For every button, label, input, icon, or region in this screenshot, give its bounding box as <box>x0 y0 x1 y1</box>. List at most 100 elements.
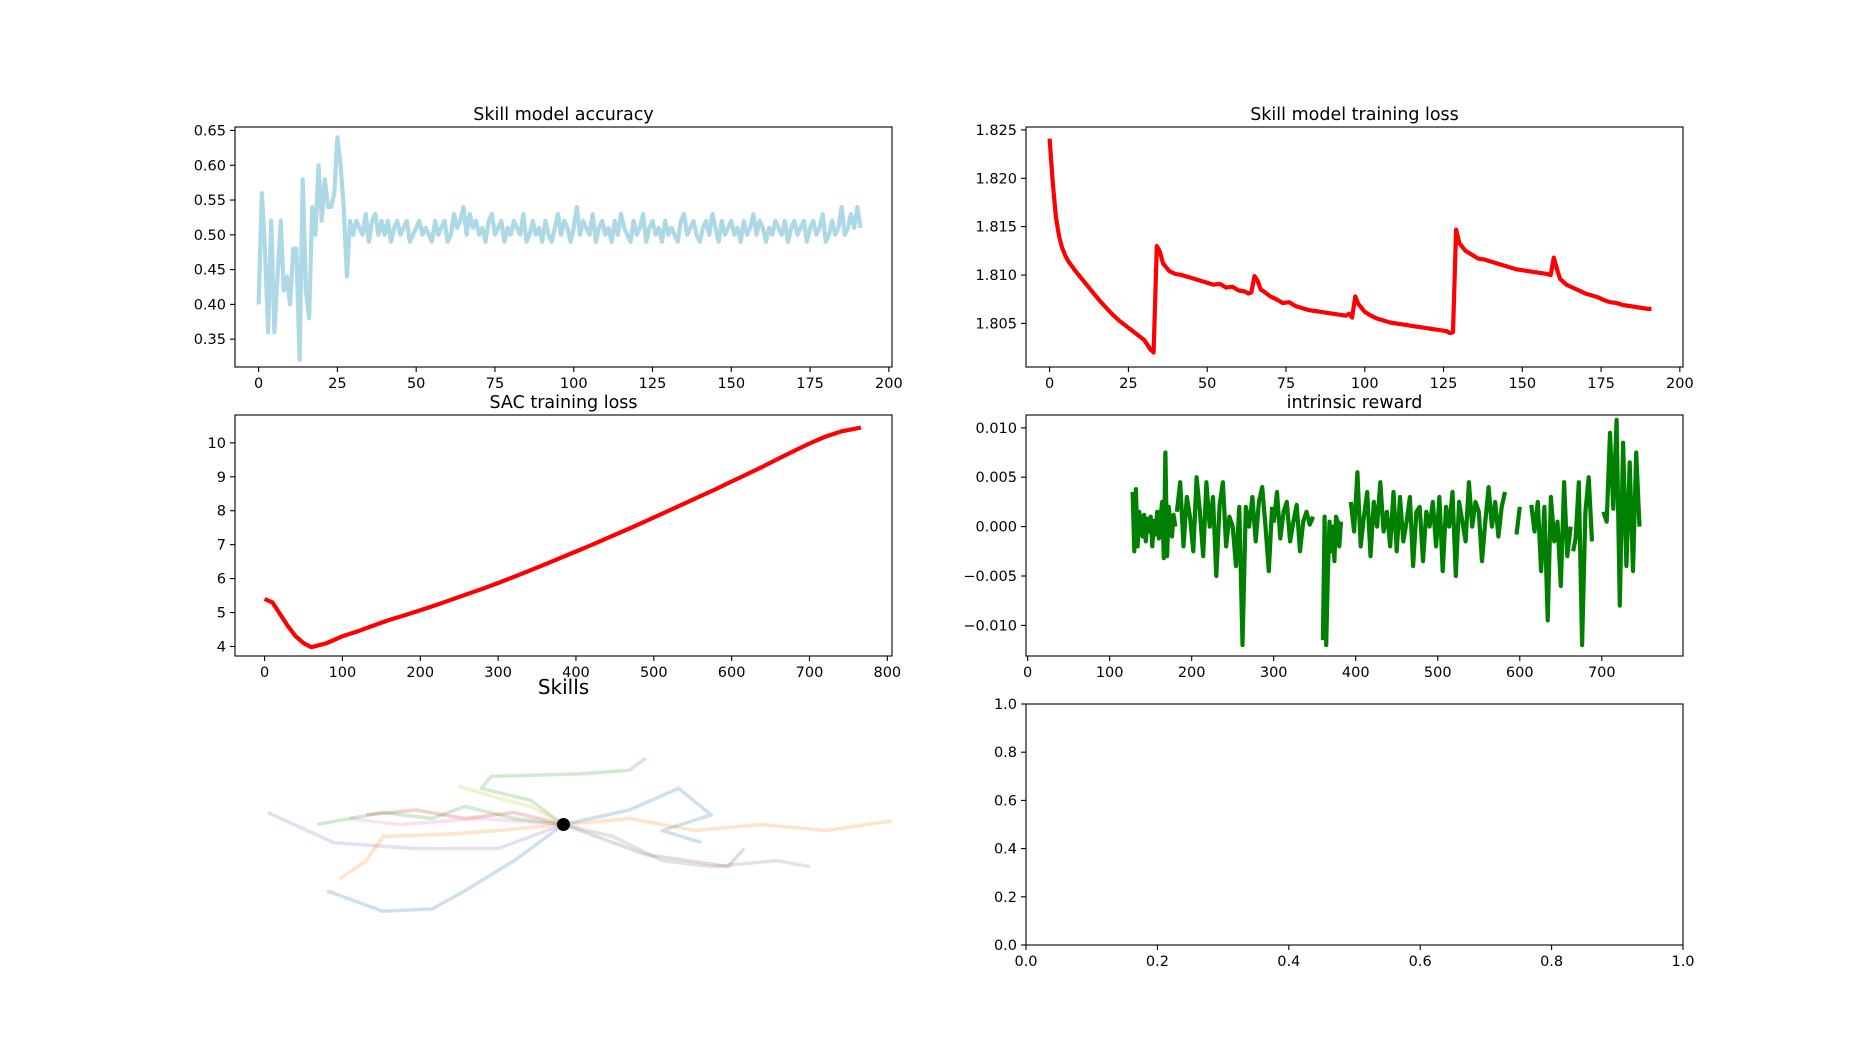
chart-title-sl: Skill model training loss <box>1250 105 1459 125</box>
x-tick-label-ir: 200 <box>1178 665 1206 681</box>
chart-title-acc: Skill model accuracy <box>473 105 653 125</box>
y-tick-label-empty: 0.8 <box>994 745 1017 761</box>
series-line-skill-12 <box>457 784 565 827</box>
x-tick-label-sl: 125 <box>1430 376 1458 392</box>
x-tick-label-acc: 125 <box>639 376 667 392</box>
y-tick-label-empty: 1.0 <box>994 697 1017 713</box>
y-tick-label-acc: 0.35 <box>194 332 226 348</box>
x-tick-label-sl: 175 <box>1587 376 1615 392</box>
chart-panel-skills: Skills <box>267 675 893 914</box>
y-tick-label-ir: 0.010 <box>975 421 1017 437</box>
y-tick-label-empty: 0.0 <box>994 938 1017 954</box>
y-tick-label-ir: 0.005 <box>975 470 1017 486</box>
x-tick-label-empty: 0.0 <box>1014 954 1037 970</box>
axes-frame-sac <box>234 414 893 657</box>
x-tick-label-ir: 700 <box>1588 665 1616 681</box>
series-line-skill-8 <box>563 822 811 869</box>
axes-frame-ir <box>1025 414 1684 657</box>
x-tick-label-acc: 50 <box>407 376 425 392</box>
x-tick-label-empty: 0.4 <box>1277 954 1300 970</box>
x-tick-label-sac: 400 <box>562 665 590 681</box>
x-tick-label-ir: 600 <box>1506 665 1534 681</box>
series-line-skill-9 <box>349 816 564 827</box>
x-tick-label-ir: 400 <box>1342 665 1370 681</box>
y-tick-label-ir: 0.000 <box>975 520 1017 536</box>
x-tick-label-empty: 0.8 <box>1540 954 1563 970</box>
x-tick-label-ir: 0 <box>1023 665 1032 681</box>
series-line-reward-seg7 <box>1571 475 1595 648</box>
y-tick-label-sl: 1.820 <box>975 171 1017 187</box>
y-tick-label-sl: 1.805 <box>975 316 1017 332</box>
series-line-skill-3 <box>339 822 564 881</box>
x-tick-label-empty: 0.6 <box>1409 954 1432 970</box>
x-tick-label-acc: 100 <box>560 376 588 392</box>
y-tick-label-acc: 0.65 <box>194 123 226 139</box>
series-line-accuracy <box>256 135 863 363</box>
y-tick-label-sac: 7 <box>217 538 226 554</box>
series-line-reward-seg5 <box>1514 506 1522 535</box>
series-line-reward-seg1 <box>1174 475 1275 648</box>
y-tick-label-sac: 4 <box>217 639 226 655</box>
x-tick-label-acc: 75 <box>486 376 504 392</box>
x-tick-label-acc: 150 <box>717 376 745 392</box>
y-tick-label-sl: 1.825 <box>975 123 1017 139</box>
series-line-skill-5 <box>267 810 565 851</box>
series-line-reward-seg0 <box>1130 450 1178 561</box>
y-tick-label-ir: −0.005 <box>963 569 1017 585</box>
y-tick-label-acc: 0.40 <box>194 297 226 313</box>
x-tick-label-ir: 500 <box>1424 665 1452 681</box>
x-tick-label-acc: 175 <box>796 376 824 392</box>
y-tick-label-sac: 8 <box>217 504 226 520</box>
x-tick-label-ir: 100 <box>1096 665 1124 681</box>
skill-start-point <box>557 818 570 831</box>
x-tick-label-sl: 75 <box>1277 376 1295 392</box>
series-line-reward-seg4 <box>1348 470 1508 579</box>
axes-frame-empty <box>1025 703 1684 946</box>
y-tick-label-acc: 0.45 <box>194 263 226 279</box>
y-tick-label-acc: 0.55 <box>194 193 226 209</box>
series-line-reward-seg8 <box>1601 417 1642 608</box>
y-tick-label-ir: −0.010 <box>963 618 1017 634</box>
x-tick-label-acc: 200 <box>875 376 903 392</box>
series-line-skill-7 <box>563 816 893 833</box>
y-tick-label-acc: 0.50 <box>194 228 226 244</box>
series-line-skill-6 <box>326 823 565 914</box>
series-line-sac-loss <box>263 425 862 650</box>
series-line-skill-10 <box>316 804 564 827</box>
x-tick-label-sac: 800 <box>873 665 901 681</box>
chart-panel-sac: SAC training loss 0 100 200 300 400 500 600 700 8… <box>208 393 902 681</box>
chart-title-skills: Skills <box>538 675 589 699</box>
y-tick-label-empty: 0.2 <box>994 890 1017 906</box>
x-tick-label-empty: 0.2 <box>1146 954 1169 970</box>
x-tick-label-sl: 200 <box>1666 376 1694 392</box>
x-tick-label-sac: 100 <box>329 665 357 681</box>
y-tick-label-acc: 0.60 <box>194 158 226 174</box>
x-tick-label-acc: 0 <box>254 376 263 392</box>
x-tick-label-sac: 600 <box>718 665 746 681</box>
y-tick-label-sl: 1.815 <box>975 220 1017 236</box>
x-tick-label-acc: 25 <box>328 376 346 392</box>
chart-title-sac: SAC training loss <box>489 393 637 413</box>
y-tick-label-sl: 1.810 <box>975 268 1017 284</box>
axes-frame-acc <box>234 126 893 368</box>
chart-panel-ir: intrinsic reward 0 100 200 300 400 500 600 700 −0… <box>963 393 1684 681</box>
chart-panel-sl: Skill model training loss 0 25 50 75 100 125 15… <box>975 105 1693 392</box>
x-tick-label-sac: 300 <box>484 665 512 681</box>
series-line-skill-2 <box>563 786 714 845</box>
y-tick-label-sac: 6 <box>217 572 226 588</box>
chart-panel-acc: Skill model accuracy 0 25 50 75 100 125 150 175 2… <box>194 105 903 392</box>
y-tick-label-empty: 0.4 <box>994 842 1017 858</box>
series-line-reward-seg3 <box>1320 514 1344 648</box>
y-tick-label-sac: 5 <box>217 606 226 622</box>
x-tick-label-sl: 50 <box>1198 376 1216 392</box>
x-tick-label-sl: 100 <box>1351 376 1379 392</box>
chart-title-ir: intrinsic reward <box>1287 393 1423 413</box>
axes-frame-sl <box>1025 126 1684 368</box>
series-line-skill-11 <box>562 822 746 869</box>
x-tick-label-ir: 300 <box>1260 665 1288 681</box>
x-tick-label-sac: 200 <box>406 665 434 681</box>
x-tick-label-sac: 0 <box>260 665 269 681</box>
series-line-skill-loss <box>1047 138 1652 355</box>
series-line-reward-seg2 <box>1271 489 1316 554</box>
